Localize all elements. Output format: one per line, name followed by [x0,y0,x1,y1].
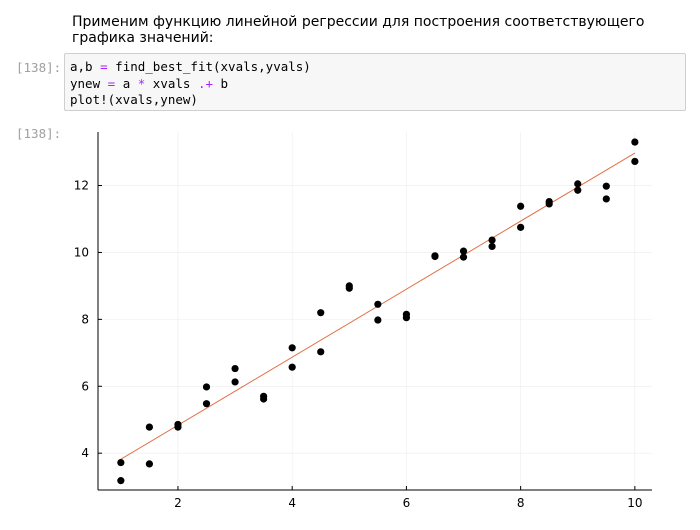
x-tick-label: 8 [517,496,525,510]
data-point [488,242,496,251]
data-point [345,284,353,292]
x-tick-label: 2 [174,496,182,510]
data-point [431,252,439,261]
code-token: find_best_fit(xvals,yvals) [107,59,311,74]
data-point [574,186,582,194]
code-operator: .+ [197,75,214,91]
data-point [145,460,154,468]
data-point [574,180,582,188]
data-point [402,314,411,322]
data-point [117,458,125,467]
data-point [231,378,239,386]
y-tick-label: 12 [74,179,89,193]
data-point [517,223,525,231]
data-point [288,344,296,352]
code-line: a,b = find_best_fit(xvals,yvals) [70,59,680,76]
data-point [317,348,325,356]
output-prompt: [138]: [16,126,62,141]
input-prompt: [138]: [16,60,62,75]
data-point [374,316,382,324]
code-line: ynew = a * xvals .+ b [70,76,680,93]
data-point [202,383,211,391]
data-point [602,195,610,203]
code-operator: = [100,59,108,74]
data-point [288,363,296,371]
data-point [174,423,182,431]
code-token: a,b [70,59,101,74]
data-point [631,157,639,166]
x-tick-label: 6 [403,496,411,510]
code-token: ynew [70,75,108,91]
data-point [117,477,125,485]
y-tick-label: 4 [81,446,89,460]
data-point [260,395,268,403]
x-tick-label: 10 [627,496,642,510]
markdown-text: Применим функцию линейной регрессии для … [72,14,645,46]
data-point [459,247,468,255]
data-point [145,423,154,431]
data-point [459,253,468,261]
code-operator: = [107,75,116,91]
code-operator: * [137,75,146,91]
code-line: plot!(xvals,ynew) [70,92,680,109]
y-tick-label: 6 [81,379,89,393]
data-point [602,182,610,190]
code-token: b [213,75,229,91]
data-point [545,200,553,208]
data-point [202,400,211,408]
data-point [374,300,382,308]
x-tick-label: 4 [288,496,296,510]
code-cell[interactable]: a,b = find_best_fit(xvals,yvals) ynew = a… [64,53,686,111]
data-point [231,364,239,373]
data-point [317,309,325,317]
code-token: a [115,75,138,91]
data-point [631,138,639,146]
code-token: xvals [145,75,198,91]
data-point [517,202,525,210]
y-tick-label: 10 [74,245,89,259]
y-tick-label: 8 [81,312,89,326]
data-point [488,236,496,244]
code-token: plot!(xvals,ynew) [70,92,198,107]
